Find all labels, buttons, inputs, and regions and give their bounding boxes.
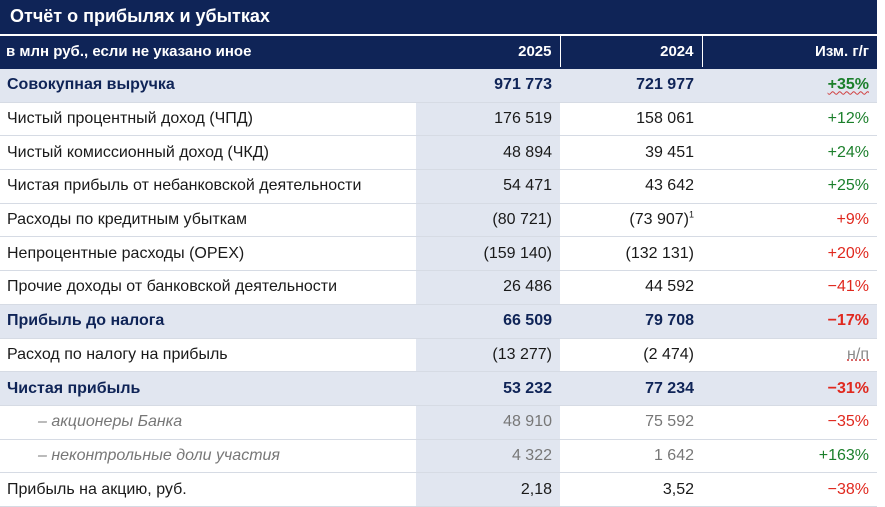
row-value-2024: 79 708	[560, 304, 702, 339]
not-applicable-value: н/п	[847, 345, 869, 363]
row-label: Совокупная выручка	[0, 68, 416, 103]
table-header-row: в млн руб., если не указано иное 2025 20…	[0, 36, 877, 69]
row-label: – неконтрольные доли участия	[0, 439, 416, 474]
table-row-non-controlling-interests: – неконтрольные доли участия 4 322 1 642…	[0, 439, 877, 474]
row-change: −41%	[702, 270, 877, 305]
row-label: Непроцентные расходы (OPEX)	[0, 236, 416, 272]
row-change: +25%	[702, 169, 877, 204]
row-change: −17%	[702, 304, 877, 339]
row-value-2025: 4 322	[416, 439, 560, 474]
row-value-2024: 3,52	[560, 472, 702, 507]
table-row-net-fee-income: Чистый комиссионный доход (ЧКД) 48 894 3…	[0, 135, 877, 171]
row-value-2025: 48 894	[416, 135, 560, 171]
row-value-2024: 39 451	[560, 135, 702, 171]
row-label: Чистый процентный доход (ЧПД)	[0, 102, 416, 137]
row-value-2025: 176 519	[416, 102, 560, 137]
row-label: Прочие доходы от банковской деятельности	[0, 270, 416, 305]
row-label: Чистый комиссионный доход (ЧКД)	[0, 135, 416, 171]
row-value-2025: (13 277)	[416, 338, 560, 373]
row-value-2024: (2 474)	[560, 338, 702, 373]
row-change: н/п	[702, 338, 877, 373]
row-label: Прибыль на акцию, руб.	[0, 472, 416, 507]
row-change-value: +35%	[827, 76, 869, 94]
row-value-2025: 48 910	[416, 405, 560, 440]
row-label: Чистая прибыль от небанковской деятельно…	[0, 169, 416, 204]
table-row-credit-loss-expenses: Расходы по кредитным убыткам (80 721) (7…	[0, 203, 877, 238]
row-value-2024: (73 907)1	[560, 203, 702, 238]
row-change: +24%	[702, 135, 877, 171]
row-value-2024: (132 131)	[560, 236, 702, 272]
row-label: Расход по налогу на прибыль	[0, 338, 416, 373]
row-change: +163%	[702, 439, 877, 474]
row-value-2024: 158 061	[560, 102, 702, 137]
row-value-2024: 75 592	[560, 405, 702, 440]
table-row-non-banking-profit: Чистая прибыль от небанковской деятельно…	[0, 169, 877, 204]
table-row-opex: Непроцентные расходы (OPEX) (159 140) (1…	[0, 236, 877, 272]
row-value-2024: 721 977	[560, 68, 702, 103]
row-change: +35%	[702, 68, 877, 103]
row-change: −31%	[702, 371, 877, 406]
footnote-marker: 1	[688, 209, 694, 220]
column-header-2025: 2025	[416, 36, 560, 69]
row-change: −38%	[702, 472, 877, 507]
row-change: −35%	[702, 405, 877, 440]
row-value-2024: 44 592	[560, 270, 702, 305]
row-value-2025: 66 509	[416, 304, 560, 339]
table-row-net-interest-income: Чистый процентный доход (ЧПД) 176 519 15…	[0, 102, 877, 137]
column-header-units: в млн руб., если не указано иное	[0, 36, 416, 69]
table-row-bank-shareholders: – акционеры Банка 48 910 75 592 −35%	[0, 405, 877, 440]
row-value-2025: 2,18	[416, 472, 560, 507]
row-label: Прибыль до налога	[0, 304, 416, 339]
table-row-income-tax: Расход по налогу на прибыль (13 277) (2 …	[0, 338, 877, 373]
row-value-2024-text: (73 907)	[629, 211, 689, 229]
table-row-other-banking-income: Прочие доходы от банковской деятельности…	[0, 270, 877, 305]
column-header-2024: 2024	[559, 36, 702, 69]
row-value-2025: 54 471	[416, 169, 560, 204]
income-statement-table: в млн руб., если не указано иное 2025 20…	[0, 36, 877, 507]
row-value-2024: 1 642	[560, 439, 702, 474]
row-label: Расходы по кредитным убыткам	[0, 203, 416, 238]
page-title: Отчёт о прибылях и убытках	[0, 0, 877, 34]
row-value-2024: 77 234	[560, 371, 702, 406]
row-value-2025: 971 773	[416, 68, 560, 103]
row-value-2024: 43 642	[560, 169, 702, 204]
row-label: Чистая прибыль	[0, 371, 416, 406]
table-row-profit-before-tax: Прибыль до налога 66 509 79 708 −17%	[0, 304, 877, 339]
row-value-2025: 26 486	[416, 270, 560, 305]
row-value-2025: (159 140)	[416, 236, 560, 272]
table-row-total-revenue: Совокупная выручка 971 773 721 977 +35%	[0, 68, 877, 103]
row-change: +20%	[702, 236, 877, 272]
table-row-earnings-per-share: Прибыль на акцию, руб. 2,18 3,52 −38%	[0, 472, 877, 507]
row-label: – акционеры Банка	[0, 405, 416, 440]
row-change: +12%	[702, 102, 877, 137]
column-header-change: Изм. г/г	[701, 36, 877, 69]
row-value-2025: 53 232	[416, 371, 560, 406]
table-row-net-profit: Чистая прибыль 53 232 77 234 −31%	[0, 371, 877, 406]
row-change: +9%	[702, 203, 877, 238]
row-value-2025: (80 721)	[416, 203, 560, 238]
table: в млн руб., если не указано иное 2025 20…	[0, 36, 877, 507]
